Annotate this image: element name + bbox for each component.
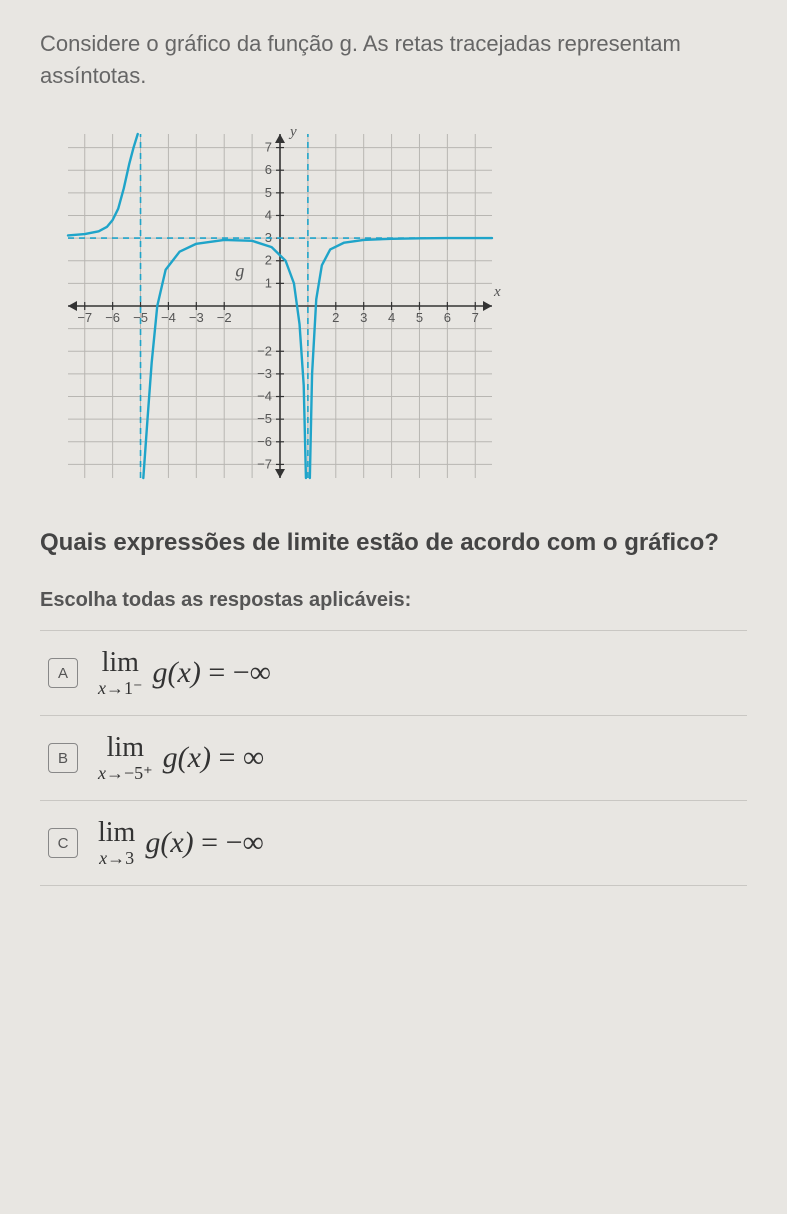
svg-text:−3: −3 xyxy=(189,310,204,325)
svg-text:1: 1 xyxy=(265,275,272,290)
svg-text:5: 5 xyxy=(265,185,272,200)
choice-key: A xyxy=(48,658,78,688)
svg-text:−5: −5 xyxy=(257,411,272,426)
svg-text:7: 7 xyxy=(472,310,479,325)
svg-text:−7: −7 xyxy=(77,310,92,325)
svg-text:−2: −2 xyxy=(257,343,272,358)
function-graph: −7−6−5−4−3−2234567−7−6−5−4−3−21234567xyg xyxy=(50,116,510,496)
svg-text:−6: −6 xyxy=(257,434,272,449)
svg-text:3: 3 xyxy=(360,310,367,325)
svg-text:g: g xyxy=(235,260,244,280)
instruction-text: Escolha todas as respostas aplicáveis: xyxy=(40,589,747,612)
svg-text:5: 5 xyxy=(416,310,423,325)
answer-choice-b[interactable]: Blimx→−5⁺g(x) = ∞ xyxy=(40,715,747,800)
choice-expression: limx→1⁻g(x) = −∞ xyxy=(98,649,271,697)
svg-text:−6: −6 xyxy=(105,310,120,325)
answer-choice-a[interactable]: Alimx→1⁻g(x) = −∞ xyxy=(40,630,747,715)
svg-text:2: 2 xyxy=(265,253,272,268)
svg-text:y: y xyxy=(288,124,297,140)
svg-text:2: 2 xyxy=(332,310,339,325)
prompt-text: Considere o gráfico da função g. As reta… xyxy=(40,28,747,92)
svg-text:x: x xyxy=(493,284,501,300)
choice-expression: limx→−5⁺g(x) = ∞ xyxy=(98,734,264,782)
svg-text:6: 6 xyxy=(265,162,272,177)
choice-key: B xyxy=(48,743,78,773)
svg-text:6: 6 xyxy=(444,310,451,325)
svg-text:4: 4 xyxy=(265,207,272,222)
svg-text:7: 7 xyxy=(265,139,272,154)
question-text: Quais expressões de limite estão de acor… xyxy=(40,526,747,560)
svg-text:−4: −4 xyxy=(161,310,176,325)
svg-text:−3: −3 xyxy=(257,366,272,381)
choice-expression: limx→3g(x) = −∞ xyxy=(98,819,264,867)
answer-choice-c[interactable]: Climx→3g(x) = −∞ xyxy=(40,800,747,886)
svg-text:−4: −4 xyxy=(257,388,272,403)
svg-text:4: 4 xyxy=(388,310,395,325)
svg-text:−2: −2 xyxy=(217,310,232,325)
choice-key: C xyxy=(48,828,78,858)
svg-text:−7: −7 xyxy=(257,456,272,471)
